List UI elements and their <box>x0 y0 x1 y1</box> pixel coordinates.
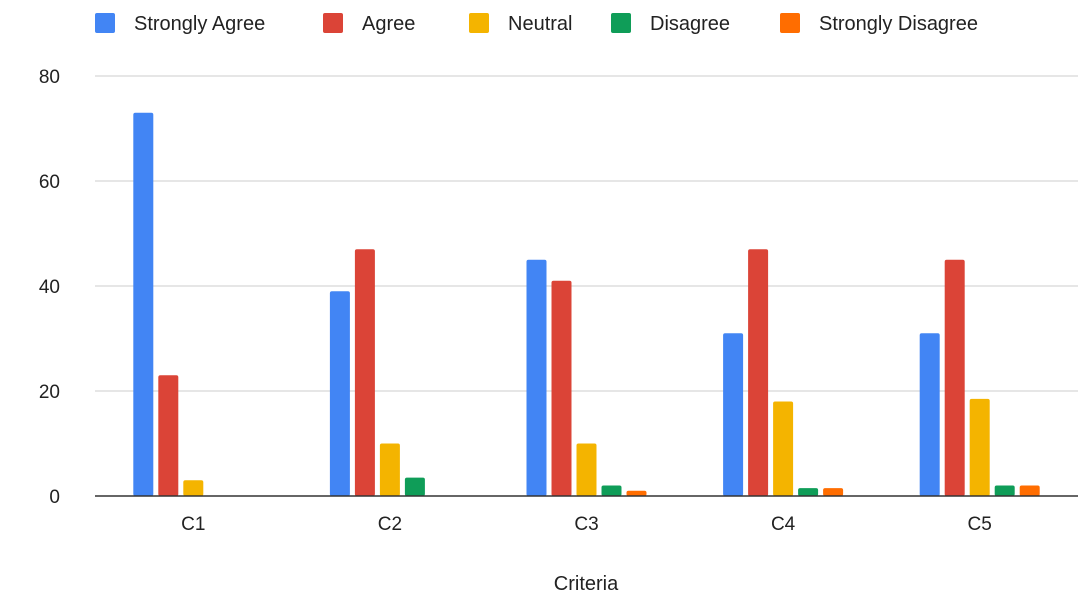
bar-c3-disagree <box>601 485 622 496</box>
y-tick-label-60: 60 <box>39 172 60 193</box>
legend-swatch-neutral <box>469 13 489 33</box>
legend-label-strongly-disagree: Strongly Disagree <box>819 13 978 35</box>
chart-bars <box>133 112 1040 496</box>
bar-c2-neutral <box>379 443 400 496</box>
y-tick-label-0: 0 <box>49 487 60 508</box>
bar-c5-strongly-disagree <box>1019 485 1040 496</box>
legend-label-strongly-agree: Strongly Agree <box>134 13 265 35</box>
legend-item-strongly-disagree: Strongly Disagree <box>780 13 978 35</box>
bar-c5-neutral <box>969 398 990 496</box>
legend-swatch-strongly-disagree <box>780 13 800 33</box>
x-tick-label-c5: C5 <box>968 514 992 535</box>
bar-c3-strongly-disagree <box>626 490 647 496</box>
bar-c1-neutral <box>183 480 204 496</box>
legend-swatch-strongly-agree <box>95 13 115 33</box>
bar-c5-agree <box>944 259 965 496</box>
x-tick-label-c1: C1 <box>181 514 205 535</box>
x-tick-label-c4: C4 <box>771 514 796 535</box>
legend-item-neutral: Neutral <box>469 13 572 35</box>
chart-gridlines <box>95 75 1078 392</box>
bar-c1-strongly-agree <box>133 112 154 496</box>
y-tick-label-80: 80 <box>39 67 60 88</box>
bar-c2-agree <box>354 249 375 496</box>
x-tick-label-c2: C2 <box>378 514 402 535</box>
chart-legend: Strongly Agree Agree Neutral Disagree Strong… <box>95 13 978 35</box>
legend-label-disagree: Disagree <box>650 13 730 35</box>
bar-c4-agree <box>748 249 769 496</box>
bar-c4-strongly-agree <box>723 333 744 496</box>
bar-c2-strongly-agree <box>329 291 350 496</box>
bar-c5-strongly-agree <box>919 333 940 496</box>
bar-c5-disagree <box>994 485 1015 496</box>
legend-item-strongly-agree: Strongly Agree <box>95 13 265 35</box>
legend-swatch-disagree <box>611 13 631 33</box>
x-axis-title: Criteria <box>554 573 619 595</box>
legend-swatch-agree <box>323 13 343 33</box>
bar-c4-neutral <box>773 401 794 496</box>
x-axis-ticks: C1 C2 C3 C4 C5 <box>181 514 992 535</box>
legend-item-disagree: Disagree <box>611 13 730 35</box>
bar-c1-agree <box>158 375 179 496</box>
legend-label-agree: Agree <box>362 13 415 35</box>
bar-c2-disagree <box>404 477 425 496</box>
y-axis-ticks: 0 20 40 60 80 <box>39 67 60 508</box>
legend-item-agree: Agree <box>323 13 415 35</box>
bar-c4-strongly-disagree <box>823 488 844 496</box>
x-tick-label-c3: C3 <box>574 514 598 535</box>
y-tick-label-20: 20 <box>39 382 60 403</box>
bar-c4-disagree <box>798 488 819 496</box>
legend-label-neutral: Neutral <box>508 13 572 35</box>
bar-c3-neutral <box>576 443 597 496</box>
bar-c3-strongly-agree <box>526 259 547 496</box>
bar-c3-agree <box>551 280 572 496</box>
y-tick-label-40: 40 <box>39 277 60 298</box>
